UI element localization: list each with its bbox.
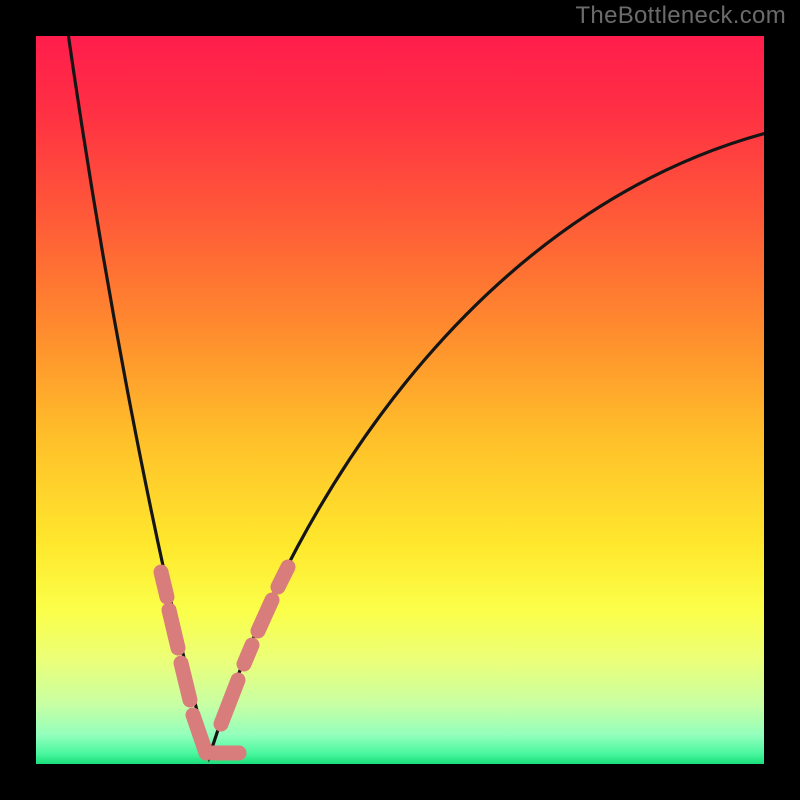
gradient-background — [36, 36, 764, 764]
chart-stage: TheBottleneck.com — [0, 0, 800, 800]
watermark-label: TheBottleneck.com — [575, 2, 786, 30]
